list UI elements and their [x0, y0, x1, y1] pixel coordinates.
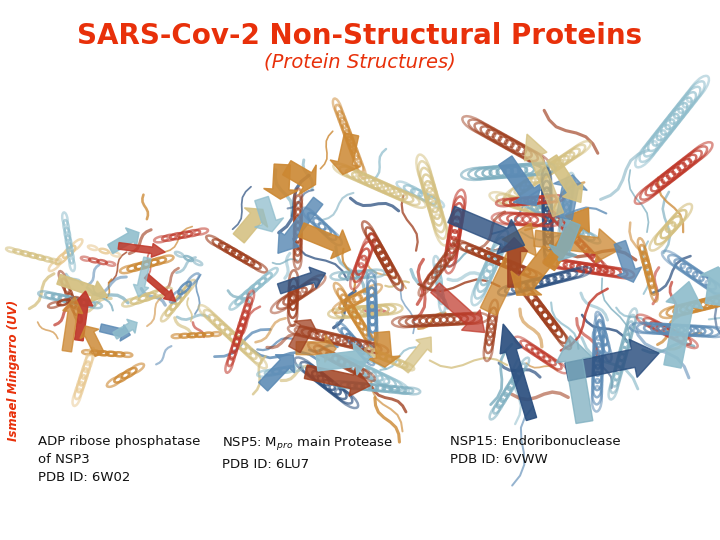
- Text: (Protein Structures): (Protein Structures): [264, 52, 456, 71]
- FancyArrow shape: [480, 223, 536, 315]
- FancyArrow shape: [549, 220, 580, 261]
- FancyArrow shape: [614, 240, 642, 282]
- FancyArrow shape: [547, 155, 582, 202]
- FancyArrow shape: [511, 246, 558, 295]
- FancyArrow shape: [543, 208, 589, 271]
- FancyArrow shape: [554, 175, 588, 220]
- FancyArrow shape: [500, 324, 536, 421]
- FancyArrow shape: [233, 208, 268, 243]
- FancyArrow shape: [133, 257, 151, 297]
- FancyArrow shape: [305, 365, 370, 396]
- FancyArrow shape: [118, 242, 165, 258]
- Text: NSP15: Endoribonuclease
PDB ID: 6VWW: NSP15: Endoribonuclease PDB ID: 6VWW: [450, 435, 621, 466]
- FancyArrow shape: [108, 228, 139, 254]
- FancyArrow shape: [368, 332, 400, 367]
- FancyArrow shape: [431, 283, 485, 333]
- FancyArrow shape: [701, 267, 720, 306]
- FancyArrow shape: [524, 134, 564, 217]
- FancyArrow shape: [401, 337, 431, 373]
- FancyArrow shape: [534, 229, 621, 262]
- FancyArrow shape: [298, 223, 351, 259]
- FancyArrow shape: [113, 319, 137, 339]
- Text: SARS-Cov-2 Non-Structural Proteins: SARS-Cov-2 Non-Structural Proteins: [78, 22, 642, 50]
- FancyArrow shape: [557, 336, 593, 423]
- FancyArrow shape: [255, 197, 284, 232]
- FancyArrow shape: [499, 156, 541, 205]
- FancyArrow shape: [289, 320, 318, 353]
- Text: ADP ribose phosphatase
of NSP3
PDB ID: 6W02: ADP ribose phosphatase of NSP3 PDB ID: 6…: [38, 435, 200, 484]
- FancyArrow shape: [283, 161, 316, 195]
- FancyArrow shape: [264, 164, 298, 199]
- FancyArrow shape: [80, 326, 104, 356]
- FancyArrow shape: [500, 238, 528, 287]
- FancyArrow shape: [278, 197, 323, 253]
- FancyArrow shape: [258, 355, 294, 391]
- Text: NSP5: M$_{pro}$ main Protease
PDB ID: 6LU7: NSP5: M$_{pro}$ main Protease PDB ID: 6L…: [222, 435, 393, 471]
- FancyArrow shape: [99, 324, 130, 341]
- FancyArrow shape: [74, 291, 93, 341]
- FancyArrow shape: [144, 274, 176, 301]
- FancyArrow shape: [330, 133, 361, 174]
- Text: Ismael Mingarro (UV): Ismael Mingarro (UV): [7, 300, 20, 441]
- FancyArrow shape: [277, 267, 325, 294]
- FancyArrow shape: [296, 335, 336, 362]
- FancyArrow shape: [448, 206, 525, 254]
- FancyArrow shape: [664, 281, 703, 368]
- FancyArrow shape: [57, 274, 107, 302]
- FancyArrow shape: [62, 297, 83, 352]
- FancyArrow shape: [565, 340, 659, 381]
- FancyArrow shape: [316, 342, 370, 375]
